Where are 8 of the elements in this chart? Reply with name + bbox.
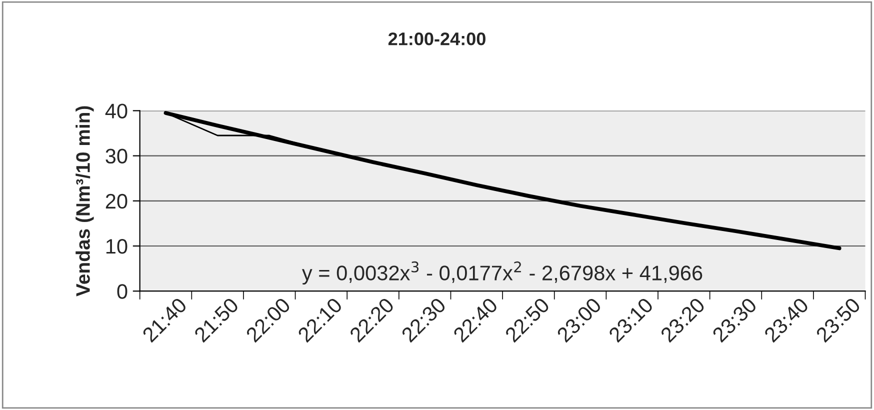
y-axis-title: Vendas (Nm³/10 min) — [76, 106, 94, 296]
annotation: y = 0,0032x$^{3}$ - 0,0177x$^{2}$ - 2,6798x + 41,966 — [302, 261, 702, 285]
y-tick-label: 40 — [105, 104, 128, 118]
y-tick-label: 20 — [106, 194, 128, 209]
chart-title: 21:00-24:00 — [388, 32, 486, 46]
y-tick-label: 30 — [106, 148, 128, 164]
y-tick-label: 10 — [106, 239, 128, 254]
y-tick-label: 0 — [117, 284, 128, 299]
